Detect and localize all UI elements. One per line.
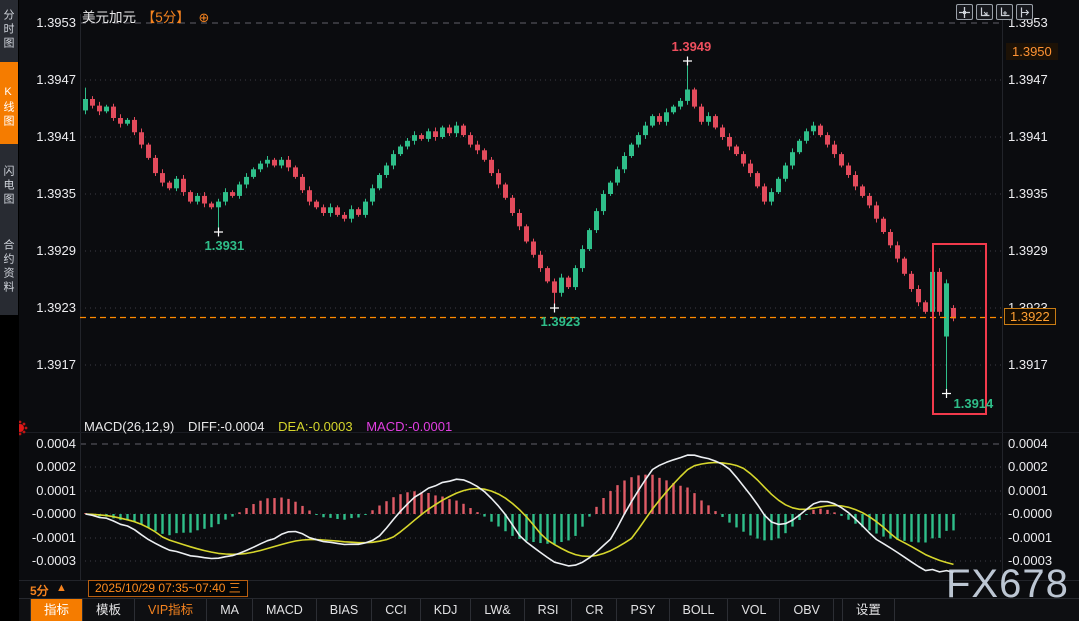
toolbar-item-MA[interactable]: MA [207,599,253,621]
price-tick-right: 1.3917 [1008,357,1048,372]
current-price-badge: 1.3922 [1004,307,1056,325]
toolbar-item-OBV[interactable]: OBV [780,599,834,621]
price-annotation: 1.3923 [540,314,581,329]
time-range-display[interactable]: 2025/10/29 07:35~07:40 三 [88,580,248,597]
price-tick-right: 1.3929 [1008,243,1048,258]
macd-tick-right: -0.0000 [1008,506,1053,521]
price-tick-right: 1.3947 [1008,72,1048,87]
toolbar-item-KDJ[interactable]: KDJ [421,599,472,621]
macd-diff-value: DIFF:-0.0004 [187,419,265,434]
interval-tag: 【5分】 [141,10,190,25]
macd-tick-left: -0.0003 [31,553,76,568]
macd-tick-left: -0.0000 [31,506,76,521]
macd-tick-right: 0.0004 [1008,436,1048,451]
chart-tools [956,4,1033,20]
toolbar-item-VIP指标[interactable]: VIP指标 [135,599,208,621]
price-tick-left: 1.3929 [36,243,76,258]
macd-tick-left: 0.0001 [36,483,76,498]
toolbar-item-模板[interactable]: 模板 [83,599,136,621]
macd-tick-right: 0.0002 [1008,459,1048,474]
price-axis-right: 1.39531.39471.39411.39351.39291.39231.39… [1008,0,1078,600]
sidebar-tab-2[interactable]: K线图 [0,62,18,152]
macd-indicator-header: MACD(26,12,9) DIFF:-0.0004 DEA:-0.0003 M… [84,419,462,434]
price-tick-left: 1.3917 [36,357,76,372]
toolbar-item-CCI[interactable]: CCI [372,599,421,621]
macd-dea-value: DEA:-0.0003 [278,419,353,434]
add-overlay-icon[interactable]: ⊕ [198,10,210,25]
interval-dropdown-arrow[interactable]: ▲ [56,582,67,594]
status-bar: 5分 ▲ 2025/10/29 07:35~07:40 三 [0,580,1079,598]
price-annotation: 1.3931 [204,238,245,253]
toolbar-item-MACD[interactable]: MACD [253,599,317,621]
price-tick-left: 1.3923 [36,300,76,315]
interval-label[interactable]: 5分 [30,584,49,598]
toolbar-item-BIAS[interactable]: BIAS [317,599,373,621]
macd-tick-left: 0.0004 [36,436,76,451]
macd-tick-left: 0.0002 [36,459,76,474]
crosshair-move-icon[interactable] [956,4,973,20]
price-tick-left: 1.3935 [36,186,76,201]
sidebar-tab-4[interactable]: 合约资料 [0,219,18,315]
live-pulse-icon[interactable] [16,424,24,432]
toolbar-item-设置[interactable]: 设置 [841,599,895,621]
price-axis-left: 1.3953 1.3947 1.3941 1.3935 1.3929 1.3923 1.39… [18,0,78,600]
price-annotation: 1.3949 [671,39,712,54]
toolbar-item-CR[interactable]: CR [572,599,618,621]
macd-tick-right: -0.0003 [1008,553,1053,568]
toolbar-item-RSI[interactable]: RSI [525,599,573,621]
macd-tick-right: 0.0001 [1008,483,1048,498]
axis-shift-icon[interactable] [1016,4,1033,20]
toolbar-item-BOLL[interactable]: BOLL [670,599,729,621]
price-tick-left: 1.3941 [36,129,76,144]
macd-formula: MACD(26,12,9) [84,419,175,434]
chart-title: 美元加元 【5分】 ⊕ [82,6,209,26]
reference-price-badge: 1.3950 [1006,42,1058,60]
chart-type-sidebar: 分时图 K线图 闪电图 合约资料 [0,0,19,621]
price-tick-right: 1.3935 [1008,186,1048,201]
macd-macd-value: MACD:-0.0001 [366,419,453,434]
axis-scale-left-icon[interactable] [976,4,993,20]
toolbar-item-指标[interactable]: 指标 [30,599,84,621]
macd-tick-right: -0.0001 [1008,530,1053,545]
symbol-name: 美元加元 [82,10,136,25]
sidebar-tab-3[interactable]: 闪电图 [0,144,18,227]
price-tick-left: 1.3947 [36,72,76,87]
toolbar-item-VOL[interactable]: VOL [728,599,781,621]
toolbar-item-LW&[interactable]: LW& [471,599,525,621]
toolbar-item-PSY[interactable]: PSY [617,599,670,621]
price-annotation: 1.3914 [953,395,994,411]
axis-scale-right-icon[interactable] [996,4,1013,20]
price-tick-left: 1.3953 [36,15,76,30]
sidebar-tab-1[interactable]: 分时图 [0,0,18,68]
price-tick-right: 1.3941 [1008,129,1048,144]
macd-tick-left: -0.0001 [31,530,76,545]
indicator-toolbar: 指标 模板 VIP指标 MA MACD BIAS CCI KDJ LW& RSI CR PSY BOLL… [0,598,1079,621]
